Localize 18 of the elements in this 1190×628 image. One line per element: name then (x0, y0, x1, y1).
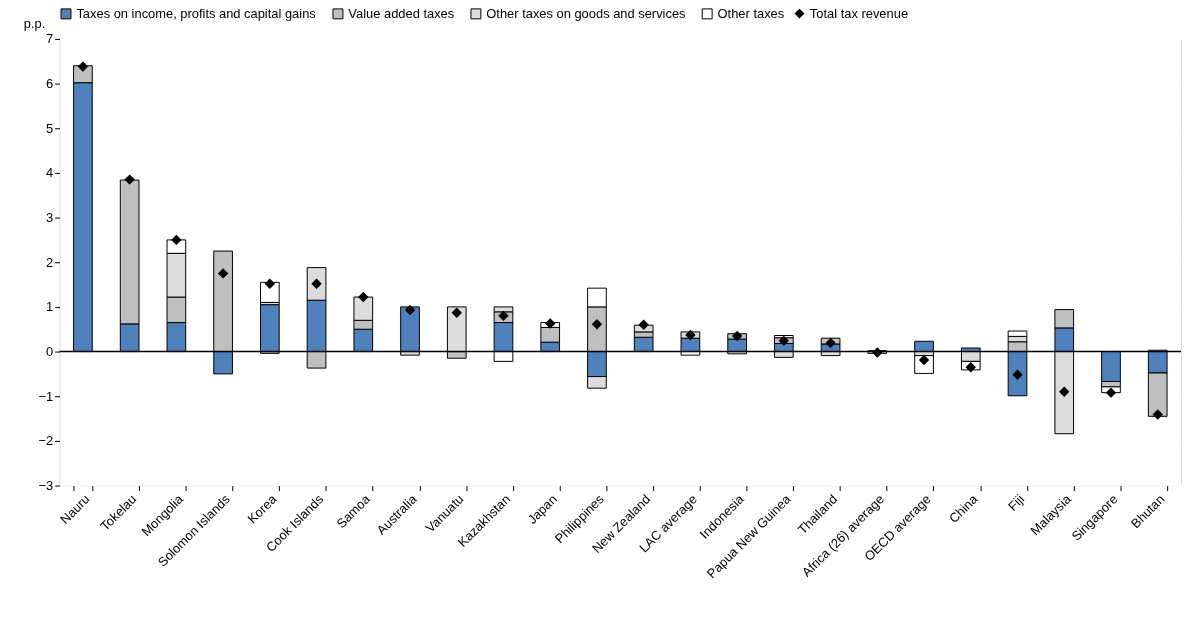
y-axis-title: p.p. (23, 16, 46, 32)
y-tick-label: 5 (45, 120, 54, 136)
x-tick-label: Fiji (1004, 491, 1028, 514)
y-tick-label: 0 (45, 344, 54, 360)
legend-label: Value added taxes (348, 5, 455, 21)
y-tick-label: 7 (45, 31, 54, 47)
y-tick-label: −2 (38, 433, 54, 449)
legend-label: Taxes on income, profits and capital gains (76, 5, 316, 21)
y-tick-label: −1 (38, 388, 54, 404)
y-tick-label: 6 (45, 76, 54, 92)
legend-label: Total tax revenue (809, 5, 909, 21)
y-tick-label: 2 (45, 254, 54, 270)
legend-label: Other taxes (717, 5, 785, 21)
y-tick-label: 1 (45, 299, 54, 315)
legend-label: Other taxes on goods and services (486, 5, 686, 21)
y-tick-label: 3 (45, 210, 54, 226)
y-tick-label: −3 (38, 478, 54, 494)
y-tick-label: 4 (45, 165, 54, 181)
